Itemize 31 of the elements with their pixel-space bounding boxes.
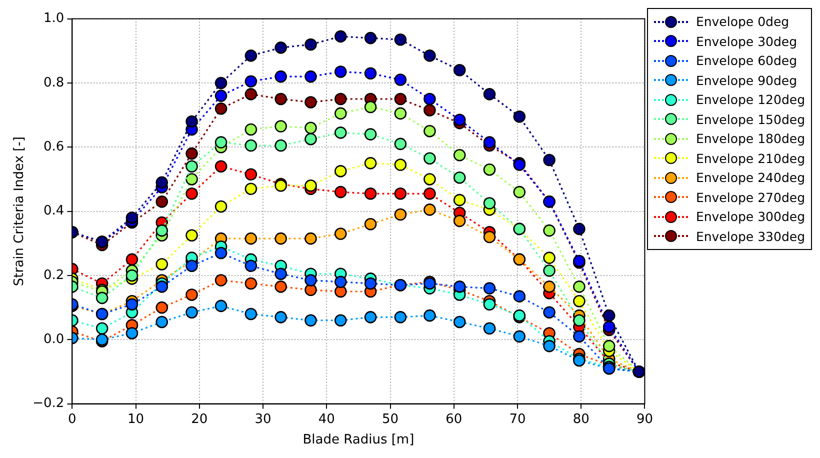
y-tick-label: 0.6	[43, 140, 64, 155]
legend-label: Envelope 60deg	[696, 53, 798, 68]
legend-label: Envelope 240deg	[696, 170, 805, 186]
legend-label: Envelope 0deg	[696, 14, 790, 30]
legend-label: Envelope 330deg	[696, 228, 805, 244]
legend-label: Envelope 270deg	[696, 190, 805, 205]
legend-label: Envelope 90deg	[696, 72, 798, 88]
legend-label: Envelope 210deg	[696, 150, 805, 166]
x-tick-label: 90	[636, 412, 653, 427]
x-tick-label: 40	[318, 412, 335, 427]
x-tick-label: 0	[68, 412, 76, 427]
x-tick-label: 50	[382, 412, 399, 427]
y-tick-label: −0.2	[32, 396, 64, 412]
legend-label: Envelope 30deg	[696, 34, 798, 49]
x-tick-label: 20	[191, 412, 208, 427]
y-tick-label: 0.2	[43, 268, 64, 283]
legend-label: Envelope 120deg	[696, 92, 805, 108]
y-tick-label: 0.4	[43, 204, 64, 219]
y-tick-label: 0.8	[43, 75, 64, 90]
legend-label: Envelope 180deg	[696, 131, 805, 146]
legend-label: Envelope 300deg	[696, 209, 805, 224]
legend-label: Envelope 150deg	[696, 112, 805, 127]
y-tick-label: 1.0	[43, 11, 64, 26]
y-axis-title: Strain Criteria Index [-]	[12, 136, 28, 286]
x-tick-label: 10	[128, 412, 144, 427]
x-tick-label: 70	[509, 412, 526, 427]
x-tick-label: 30	[254, 412, 272, 427]
x-tick-label: 60	[446, 412, 462, 427]
x-tick-label: 80	[572, 412, 590, 427]
x-axis-title: Blade Radius [m]	[302, 432, 414, 448]
y-tick-label: 0.0	[43, 332, 64, 348]
